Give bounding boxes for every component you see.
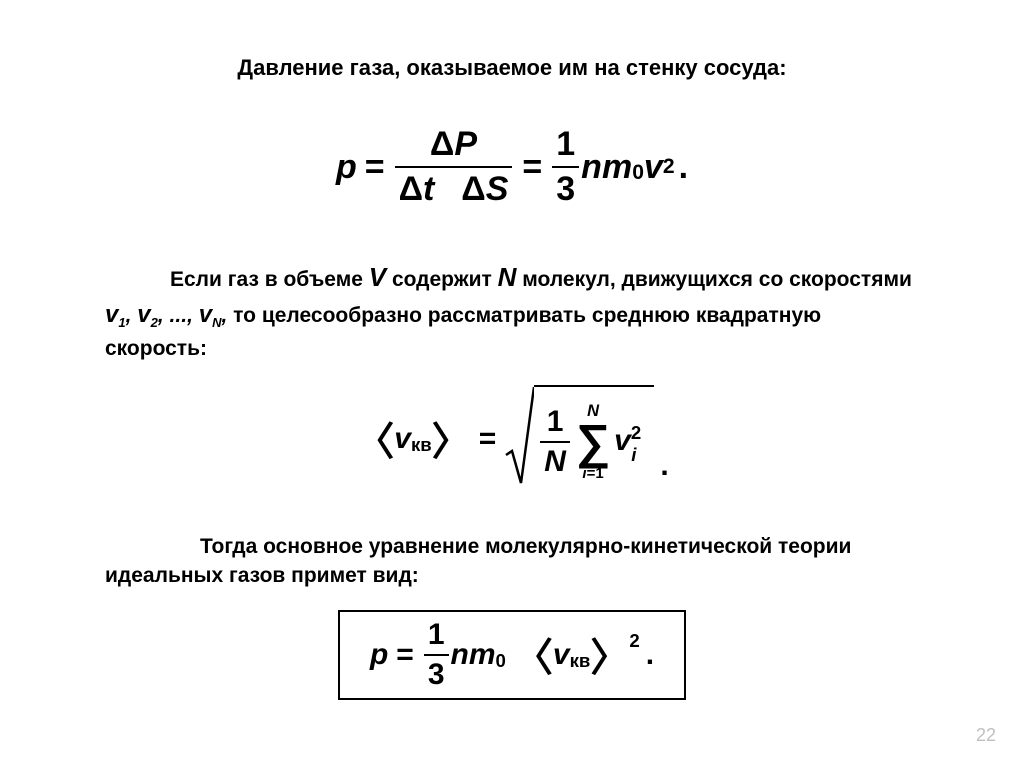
- delta-p: Δ: [430, 125, 454, 163]
- equals-sign: =: [471, 422, 505, 456]
- rangle-icon: 〉: [590, 627, 629, 683]
- var-n: n: [581, 148, 602, 187]
- var-vi: v: [614, 424, 631, 457]
- equals-sign: =: [357, 148, 393, 187]
- sqrt: 1 N N ∑ i=1 v2i: [504, 385, 654, 493]
- heading: Давление газа, оказываемое им на стенку …: [0, 55, 1024, 81]
- var-v: v: [644, 148, 663, 187]
- period: .: [640, 638, 654, 672]
- inline-var-v2: v: [137, 301, 150, 328]
- equals-sign-2: =: [514, 148, 550, 187]
- var-m0: m: [602, 148, 632, 187]
- var-n: n: [451, 638, 469, 672]
- inline-var-v1: v: [105, 301, 118, 328]
- var-m0: m: [469, 638, 496, 672]
- period: .: [675, 148, 688, 187]
- rangle-icon: 〉: [432, 411, 471, 467]
- equation-pressure: p = ΔP Δt ΔS = 1 3 nm0v2 .: [0, 125, 1024, 209]
- var-v-kv: v: [394, 422, 411, 456]
- period: .: [654, 449, 668, 493]
- equation-rms-velocity: 〈 vкв 〉 = 1 N N ∑ i: [0, 385, 1024, 493]
- equals-sign: =: [388, 638, 422, 672]
- fraction-dp-dtds: ΔP Δt ΔS: [395, 125, 513, 209]
- inline-var-vN: v: [199, 301, 212, 328]
- paragraph-1: Если газ в объеме V содержит N молекул, …: [105, 258, 925, 365]
- slide: Давление газа, оказываемое им на стенку …: [0, 0, 1024, 768]
- inline-var-V: V: [369, 262, 386, 292]
- radical-icon: [504, 385, 534, 485]
- var-p: p: [370, 638, 388, 672]
- inline-var-N: N: [498, 262, 517, 292]
- fraction-1-over-N: 1 N: [540, 405, 570, 479]
- delta-t: Δ: [399, 170, 423, 208]
- fraction-one-third: 1 3: [552, 125, 579, 209]
- langle-icon: 〈: [514, 627, 553, 683]
- summation: N ∑ i=1: [576, 403, 610, 482]
- langle-icon: 〈: [355, 411, 394, 467]
- page-number: 22: [976, 725, 996, 746]
- fraction-one-third: 1 3: [424, 618, 449, 692]
- var-p: p: [336, 148, 357, 187]
- equation-mkt-main: p = 1 3 nm0 〈 vкв 〉2 .: [0, 610, 1024, 700]
- delta-s: Δ: [461, 170, 485, 208]
- paragraph-2: Тогда основное уравнение молекулярно-кин…: [105, 532, 925, 591]
- var-v-kv: v: [553, 638, 570, 672]
